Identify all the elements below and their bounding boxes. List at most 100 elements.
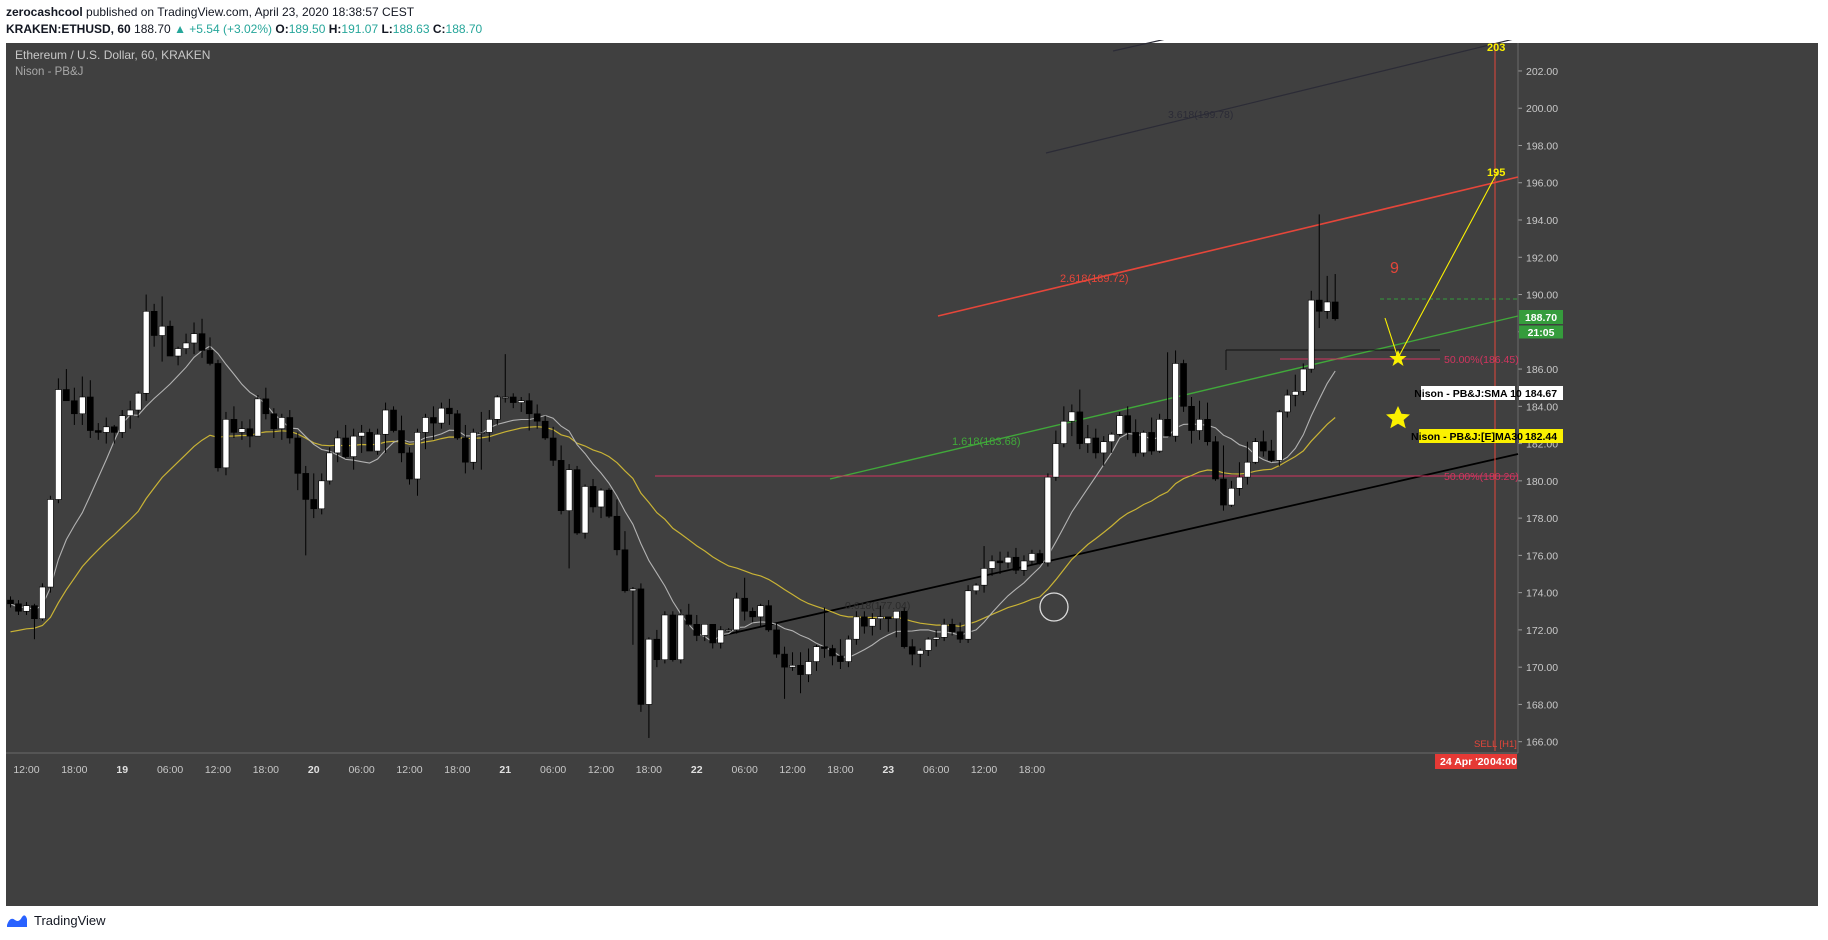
candle-body xyxy=(262,398,270,415)
tradingview-logo-icon[interactable] xyxy=(6,914,28,928)
x-tick-label: 12:00 xyxy=(779,764,805,776)
candle-body xyxy=(757,605,764,618)
candle-body xyxy=(1092,437,1100,454)
y-tick-label: 202.00 xyxy=(1526,66,1558,78)
low-value: 188.63 xyxy=(392,22,430,36)
candle-body xyxy=(454,413,461,439)
y-tick-label: 168.00 xyxy=(1526,699,1558,711)
candle-body xyxy=(1148,432,1155,452)
chart-background xyxy=(6,43,1818,906)
candle-body xyxy=(1204,419,1211,443)
x-tick-label: 06:00 xyxy=(348,764,374,776)
candle-body xyxy=(174,348,182,357)
candle-body xyxy=(382,409,389,435)
candle-body xyxy=(1244,461,1251,478)
candle-body xyxy=(15,603,22,612)
x-tick-label: 21 xyxy=(499,764,511,776)
x-tick-label: 06:00 xyxy=(540,764,566,776)
y-tick-label: 180.00 xyxy=(1526,476,1558,488)
candle-body xyxy=(869,618,876,627)
candle-body xyxy=(406,452,413,480)
candle-body xyxy=(988,560,996,569)
candle-body xyxy=(438,407,445,424)
highlight-circle xyxy=(1039,592,1069,622)
vline-time-text: 04:00 xyxy=(1490,756,1517,768)
y-tick-label: 196.00 xyxy=(1526,178,1558,190)
candle-body xyxy=(1196,419,1203,431)
candle-body xyxy=(701,624,709,636)
indicator-title: Nison - PB&J xyxy=(15,66,83,78)
candle-body xyxy=(1315,299,1323,312)
candle-body xyxy=(693,624,701,636)
x-tick-label: 06:00 xyxy=(157,764,183,776)
candle-body xyxy=(1212,441,1219,480)
candle-body xyxy=(733,597,740,631)
candle-body xyxy=(805,661,812,675)
candle-body xyxy=(318,480,326,510)
candle-body xyxy=(158,325,166,336)
candle-body xyxy=(837,655,844,662)
x-tick-label: 18:00 xyxy=(636,764,662,776)
candle-body xyxy=(110,426,118,433)
candle-body xyxy=(286,417,294,439)
candle-body xyxy=(1004,556,1012,564)
candle-body xyxy=(7,599,14,605)
candle-body xyxy=(1012,556,1020,571)
candle-body xyxy=(414,432,421,480)
candle-body xyxy=(861,616,868,627)
open-value: 189.50 xyxy=(288,22,326,36)
candle-body xyxy=(525,400,533,415)
candle-body xyxy=(669,614,677,661)
time-axis[interactable]: 12:00 18:00 19 06:00 12:00 18:00 20 06:00 12:00 1… xyxy=(6,752,1518,776)
author-name[interactable]: zerocashcool xyxy=(6,5,83,19)
fib-upper-label: 2.618(189.72) xyxy=(1060,273,1129,285)
star-icon xyxy=(1389,350,1407,366)
ema30-label-badge-box xyxy=(1419,429,1515,443)
x-tick-label: 12:00 xyxy=(971,764,997,776)
candle-body xyxy=(1068,411,1076,422)
close-value: 188.70 xyxy=(445,22,483,36)
x-tick-label: 19 xyxy=(116,764,128,776)
y-tick-label: 200.00 xyxy=(1526,103,1558,115)
candle-body xyxy=(94,430,102,433)
candle-body xyxy=(1140,432,1147,454)
candle-body xyxy=(278,417,286,429)
candle-body xyxy=(1299,368,1307,392)
candle-body xyxy=(1100,441,1108,454)
candle-body xyxy=(294,437,302,474)
candle-body xyxy=(1028,553,1036,562)
candle-body xyxy=(1044,476,1052,564)
candle-body xyxy=(1132,432,1139,454)
candle-body xyxy=(964,590,972,640)
vline-date-text: 24 Apr '20 xyxy=(1440,756,1490,768)
candle-body xyxy=(238,428,246,433)
candle-body xyxy=(350,435,357,457)
close-label: C: xyxy=(432,22,446,36)
brand-label[interactable]: TradingView xyxy=(34,913,106,928)
faint-channel-bottom xyxy=(1045,40,1513,154)
y-tick-label: 178.00 xyxy=(1526,513,1558,525)
sma10-label-badge-box xyxy=(1421,386,1515,400)
candle-body xyxy=(661,614,669,661)
candle-body xyxy=(390,409,397,431)
candle-body xyxy=(1020,560,1028,571)
change-value: ▲ +5.54 (+3.02%) xyxy=(174,22,273,36)
trendline-layer xyxy=(655,40,1519,751)
fib-low-label: 0.618(177.04) xyxy=(845,600,910,612)
candle-body xyxy=(126,409,134,416)
countdown-badge-box xyxy=(1519,325,1563,339)
candle-body xyxy=(533,413,541,422)
candle-body xyxy=(462,437,469,463)
footer: TradingView xyxy=(6,913,106,928)
candle-body xyxy=(1060,420,1068,444)
candle-body xyxy=(71,400,78,415)
y-tick-label: 192.00 xyxy=(1526,252,1558,264)
candle-body xyxy=(150,310,158,336)
symbol-label: KRAKEN:ETHUSD, 60 xyxy=(6,22,131,36)
candle-body xyxy=(478,432,485,434)
x-tick-label: 12:00 xyxy=(205,764,231,776)
published-text: published on TradingView.com, April 23, … xyxy=(86,5,415,19)
ohlc-bar: KRAKEN:ETHUSD, 60 188.70 ▲ +5.54 (+3.02%… xyxy=(6,22,482,36)
x-tick-label: 18:00 xyxy=(827,764,853,776)
price-chart[interactable]: 166.00 168.00 170.00 172.00 174.00 176.00 178.… xyxy=(0,40,1828,910)
